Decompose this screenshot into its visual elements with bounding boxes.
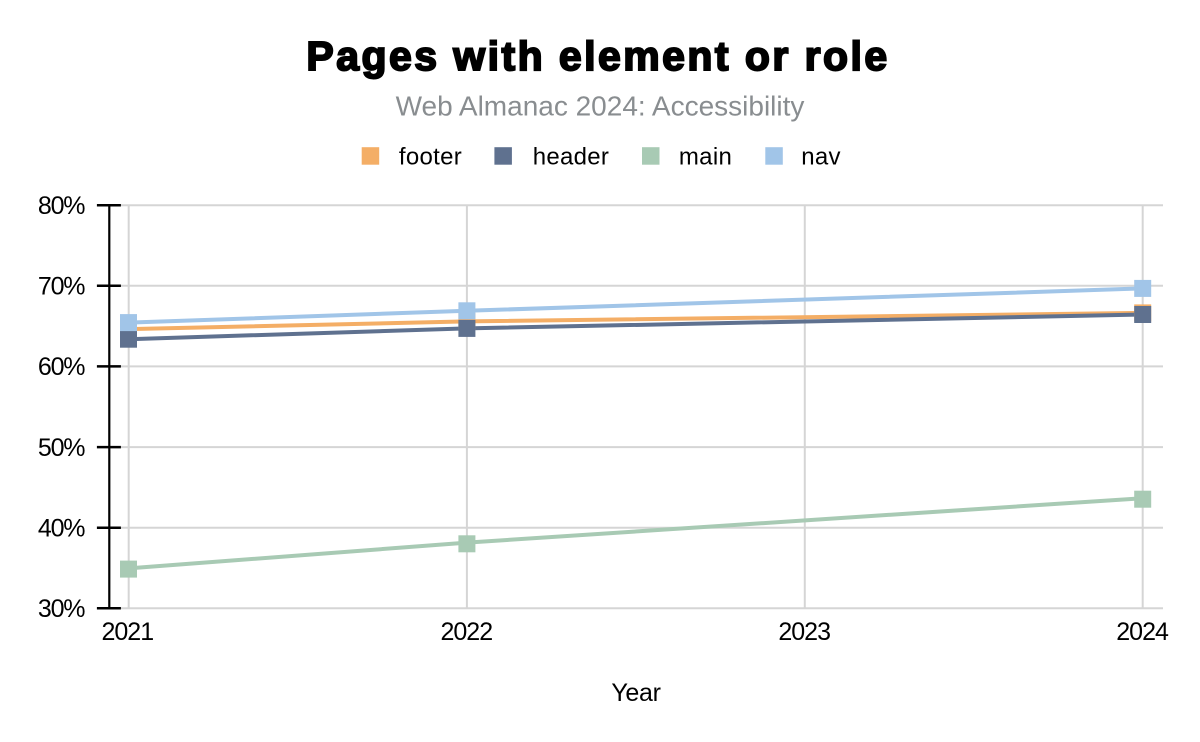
svg-text:80%: 80% xyxy=(38,192,85,220)
svg-text:70%: 70% xyxy=(38,273,85,301)
svg-text:2022: 2022 xyxy=(440,618,492,646)
svg-text:40%: 40% xyxy=(38,515,85,543)
svg-text:header: header xyxy=(533,144,610,171)
svg-text:Year: Year xyxy=(611,679,660,707)
svg-text:30%: 30% xyxy=(38,595,85,623)
svg-text:50%: 50% xyxy=(38,434,85,462)
svg-text:main: main xyxy=(679,144,732,171)
svg-text:2023: 2023 xyxy=(778,618,830,646)
svg-text:Pages with element or role: Pages with element or role xyxy=(306,33,889,79)
svg-text:Web Almanac 2024: Accessibilit: Web Almanac 2024: Accessibility xyxy=(396,91,805,122)
svg-text:footer: footer xyxy=(399,144,462,171)
svg-text:nav: nav xyxy=(801,144,841,171)
svg-text:60%: 60% xyxy=(38,353,85,381)
svg-text:2024: 2024 xyxy=(1116,618,1169,646)
svg-text:2021: 2021 xyxy=(101,618,153,646)
